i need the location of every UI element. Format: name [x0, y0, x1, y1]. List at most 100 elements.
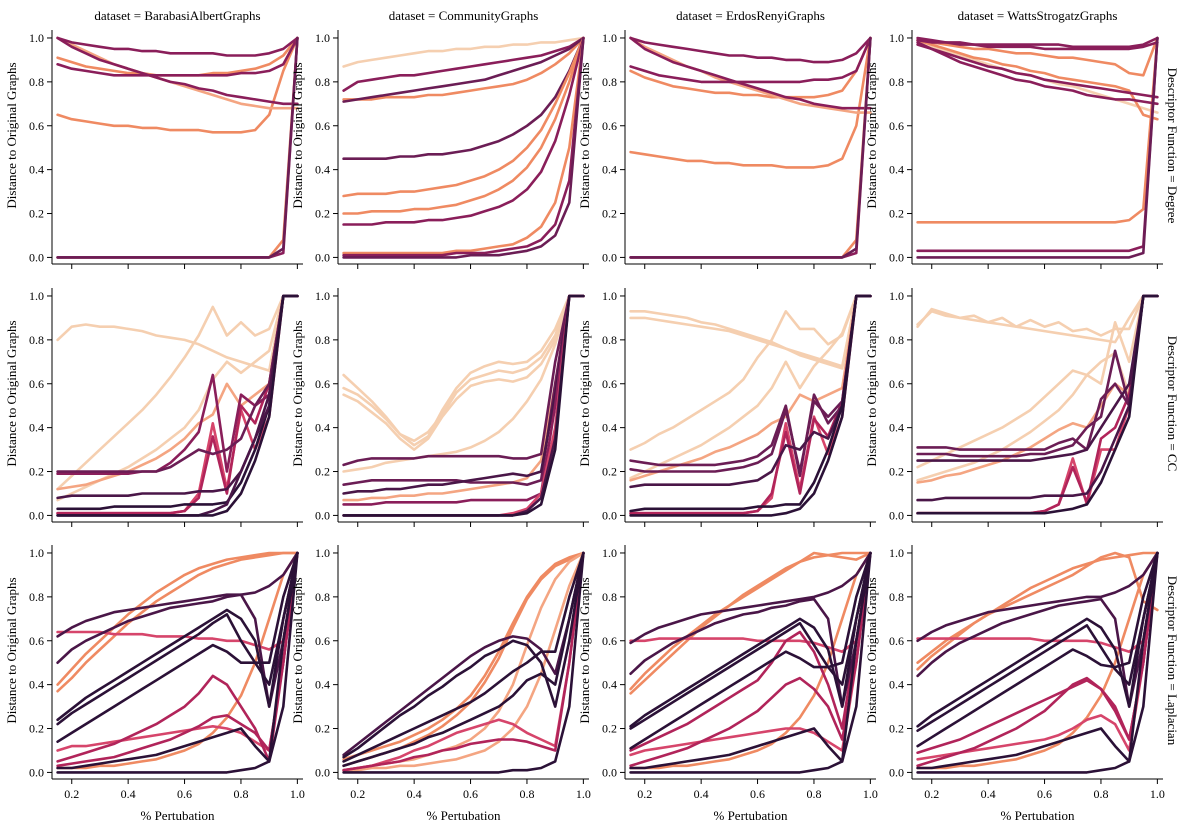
series-line — [629, 551, 872, 653]
x-axis-title: % Pertubation — [1000, 808, 1075, 823]
series-line — [342, 294, 585, 502]
y-tick-label: 0.0 — [29, 250, 44, 264]
y-tick-label: 0.0 — [315, 250, 330, 264]
series-line — [916, 294, 1159, 458]
series-line — [56, 551, 299, 743]
series-line — [629, 294, 872, 482]
x-tick-label: 0.4 — [981, 787, 996, 801]
series-line — [56, 36, 299, 57]
series-line — [56, 551, 299, 708]
series-line — [629, 36, 872, 84]
series-line — [629, 36, 872, 110]
panel-row2-col3: 0.0 0.2 0.4 0.6 0.8 1.0 0.2 0.4 0.6 0.8 1.0 Distanc… — [864, 544, 1165, 823]
series-line — [629, 294, 872, 480]
x-tick-label: 0.8 — [806, 787, 821, 801]
series-line — [916, 551, 1159, 664]
x-tick-label: 0.4 — [694, 787, 709, 801]
x-tick-label: 0.2 — [924, 787, 939, 801]
y-tick-label: 0.0 — [602, 508, 617, 522]
series-line — [629, 294, 872, 451]
series-line — [342, 36, 585, 101]
series-line — [629, 36, 872, 99]
column-title: dataset = WattsStrogatzGraphs — [958, 8, 1118, 23]
y-axis-title: Distance to Original Graphs — [290, 62, 305, 208]
series-line — [916, 551, 1159, 671]
series-line — [629, 36, 872, 64]
series-line — [342, 36, 585, 92]
series-line — [916, 551, 1159, 732]
y-tick-label: 0.6 — [29, 377, 44, 391]
series-line — [916, 38, 1159, 121]
series-line — [916, 43, 1159, 99]
series-line — [916, 551, 1159, 754]
y-tick-label: 0.2 — [315, 207, 330, 221]
y-tick-label: 0.8 — [889, 333, 904, 347]
series-line — [56, 551, 299, 770]
y-tick-label: 0.0 — [889, 250, 904, 264]
y-tick-label: 0.0 — [889, 765, 904, 779]
y-tick-label: 0.4 — [602, 163, 617, 177]
series-line — [629, 294, 872, 370]
row-title: Descriptor Function = Laplacian — [1165, 576, 1180, 746]
series-line — [629, 36, 872, 169]
x-tick-label: 0.4 — [407, 787, 422, 801]
series-line — [56, 551, 299, 752]
series-line — [56, 36, 299, 259]
y-axis-title: Distance to Original Graphs — [577, 577, 592, 723]
y-tick-label: 0.6 — [602, 119, 617, 133]
series-line — [342, 551, 585, 772]
series-line — [916, 294, 1159, 469]
series-line — [56, 294, 299, 491]
series-line — [629, 36, 872, 114]
y-tick-label: 0.8 — [889, 590, 904, 604]
y-tick-label: 0.2 — [315, 465, 330, 479]
series-line — [916, 294, 1159, 515]
y-tick-label: 0.8 — [315, 75, 330, 89]
y-tick-label: 1.0 — [315, 31, 330, 45]
y-axis-title: Distance to Original Graphs — [4, 320, 19, 466]
series-line — [56, 294, 299, 475]
series-line — [342, 551, 585, 761]
series-line — [342, 36, 585, 68]
series-line — [629, 551, 872, 768]
series-line — [916, 551, 1159, 708]
series-line — [56, 294, 299, 372]
x-tick-label: 0.2 — [350, 787, 365, 801]
y-tick-label: 1.0 — [315, 289, 330, 303]
series-line — [916, 551, 1159, 748]
x-tick-label: 0.8 — [233, 787, 248, 801]
y-axis-title: Distance to Original Graphs — [290, 577, 305, 723]
x-tick-label: 0.6 — [750, 787, 765, 801]
series-line — [342, 36, 585, 103]
y-tick-label: 0.4 — [889, 163, 904, 177]
series-line — [342, 551, 585, 757]
y-tick-label: 0.6 — [889, 377, 904, 391]
y-tick-label: 1.0 — [29, 546, 44, 560]
panel-row0-col0: 0.0 0.2 0.4 0.6 0.8 1.0 Distance to Original G… — [4, 29, 303, 269]
series-line — [629, 36, 872, 259]
series-line — [629, 294, 872, 517]
series-line — [916, 294, 1159, 451]
y-tick-label: 0.8 — [29, 333, 44, 347]
y-tick-label: 0.6 — [315, 119, 330, 133]
series-line — [916, 36, 1159, 77]
y-tick-label: 0.2 — [889, 207, 904, 221]
x-tick-label: 1.0 — [576, 787, 591, 801]
series-line — [56, 294, 299, 473]
y-tick-label: 1.0 — [315, 546, 330, 560]
series-line — [629, 551, 872, 691]
y-tick-label: 0.6 — [315, 377, 330, 391]
y-tick-label: 0.4 — [889, 678, 904, 692]
y-axis-title: Distance to Original Graphs — [577, 62, 592, 208]
series-line — [56, 294, 299, 491]
x-tick-label: 0.4 — [121, 787, 136, 801]
series-line — [342, 36, 585, 259]
y-tick-label: 0.0 — [315, 765, 330, 779]
y-tick-label: 0.0 — [602, 250, 617, 264]
y-tick-label: 0.2 — [29, 207, 44, 221]
panel-row1-col0: 0.0 0.2 0.4 0.6 0.8 1.0 Distance to Original G… — [4, 287, 303, 527]
series-line — [342, 294, 585, 447]
y-tick-label: 0.6 — [602, 634, 617, 648]
panel-row0-col3: 0.0 0.2 0.4 0.6 0.8 1.0 Distance to Original G… — [864, 29, 1163, 269]
